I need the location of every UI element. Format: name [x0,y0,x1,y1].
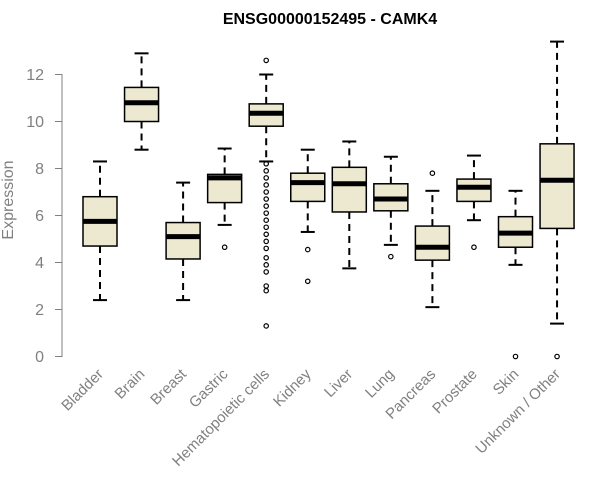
outlier-point [263,175,270,181]
outlier-point [263,287,270,294]
outlier-point [263,323,270,329]
box-breast [165,181,201,302]
outlier-point [263,269,270,275]
outlier-point [263,254,270,261]
chart-title: ENSG00000152495 - CAMK4 [223,11,437,28]
outlier-point [263,262,270,268]
x-tick-label: Breast [147,365,190,408]
box-lung [373,155,409,260]
y-tick-label: 8 [35,161,44,178]
outlier-point [263,210,270,216]
outlier-point [263,224,270,231]
iqr-box [331,166,368,213]
outlier-point [263,217,270,224]
outlier-point [554,353,560,360]
box-kidney [290,148,326,285]
box-liver [331,140,368,270]
outlier-point [263,283,270,289]
outlier-point [263,189,270,195]
outlier-point [388,253,394,260]
iqr-box [539,143,575,230]
outlier-point [429,170,436,177]
outlier-point [512,353,519,360]
outlier-point [304,278,311,285]
y-axis-label: Expression [0,160,17,239]
iqr-box [456,178,492,203]
y-axis-ticks: 0 2 4 6 8 10 12 [26,67,62,366]
x-tick-label: Kidney [270,365,315,410]
box-prostate [456,154,492,251]
box-pancreas [414,170,451,309]
y-tick-label: 12 [26,67,44,84]
x-tick-label: Liver [321,366,356,401]
outlier-point [263,168,270,174]
outlier-point [263,231,270,238]
iqr-box [290,172,326,203]
boxes-group [82,40,575,360]
outlier-point [263,238,270,245]
outlier-point [263,203,270,209]
y-tick-label: 4 [35,255,44,272]
x-tick-label: Brain [112,366,149,403]
outlier-point [471,244,477,251]
box-brain [123,52,160,151]
outlier-point [263,196,270,202]
box-unknown-other [539,40,575,360]
outlier-point [263,57,270,64]
x-tick-label: Bladder [58,366,107,415]
x-tick-label: Prostate [429,366,481,418]
box-skin [497,189,534,360]
box-gastric [206,147,243,251]
outlier-point [221,244,228,251]
y-tick-label: 6 [35,208,44,225]
y-tick-label: 2 [35,302,44,319]
outlier-point [263,161,270,167]
x-tick-label: Skin [490,366,523,399]
y-tick-label: 0 [35,349,44,366]
iqr-box [165,221,201,260]
x-tick-label: Lung [362,366,398,402]
outlier-point [304,246,311,253]
outlier-point [263,245,270,252]
iqr-box [414,225,451,261]
outlier-point [263,182,270,188]
y-tick-label: 10 [26,114,44,131]
box-hematopoietic-cells [248,57,284,329]
box-bladder [82,160,118,302]
